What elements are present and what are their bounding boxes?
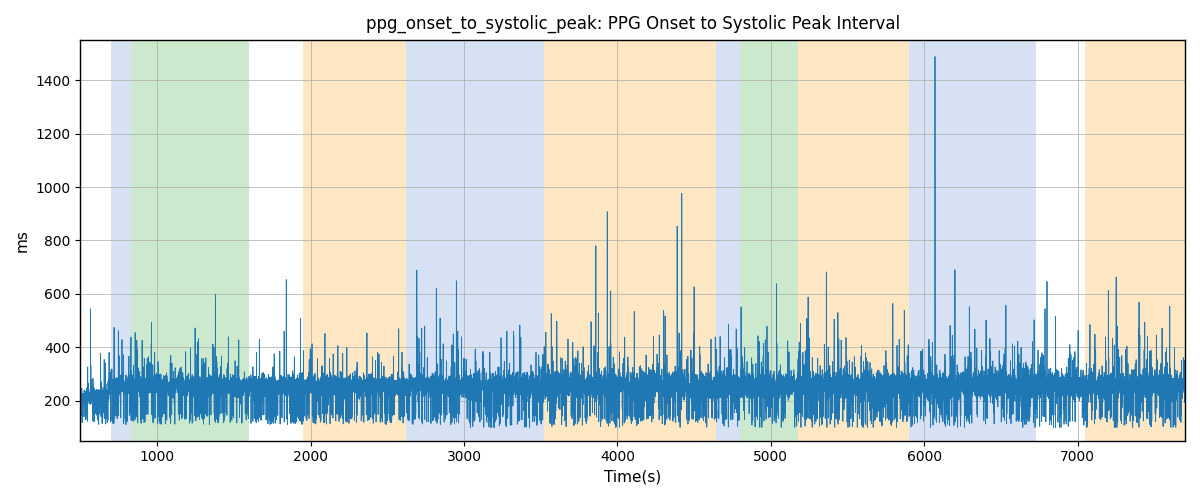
X-axis label: Time(s): Time(s) [604,470,661,485]
Bar [544,40,715,440]
Bar [1085,40,1184,440]
Bar [715,40,740,440]
Bar [131,40,250,440]
Bar [908,40,1036,440]
Bar [740,40,798,440]
Title: ppg_onset_to_systolic_peak: PPG Onset to Systolic Peak Interval: ppg_onset_to_systolic_peak: PPG Onset to… [366,15,900,34]
Y-axis label: ms: ms [14,229,30,252]
Bar [112,40,131,440]
Bar [798,40,908,440]
Bar [302,40,406,440]
Bar [406,40,544,440]
